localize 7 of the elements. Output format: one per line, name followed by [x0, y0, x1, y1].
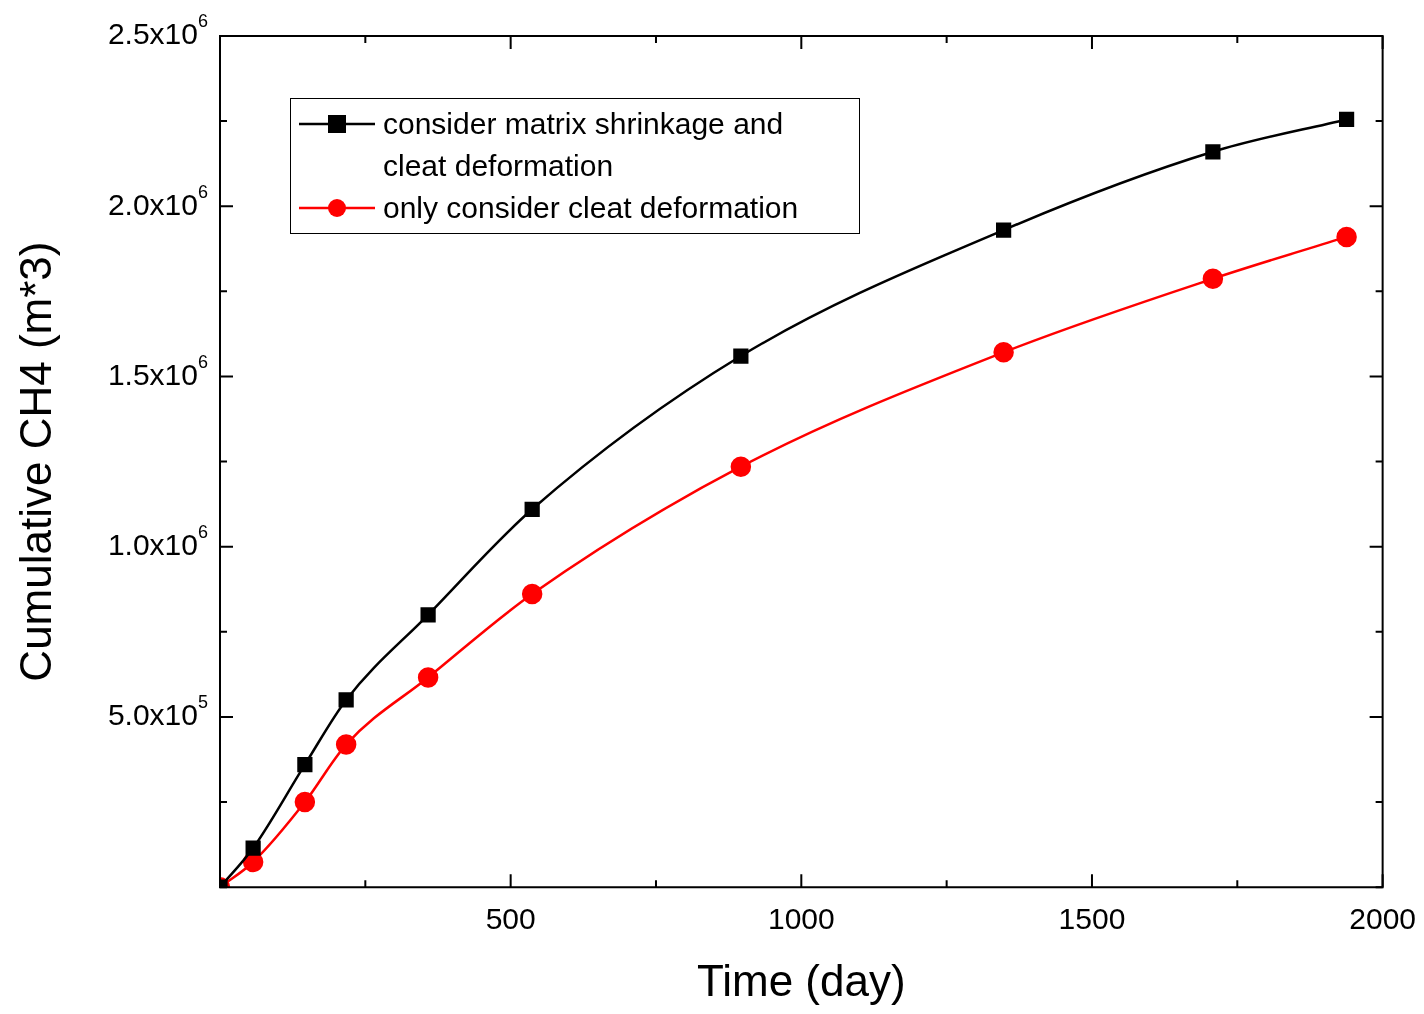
x-tick-label: 1000: [767, 902, 835, 936]
x-tick-label: 1500: [1058, 902, 1126, 936]
legend-label: only consider cleat deformation: [382, 190, 799, 226]
x-tick-label: 500: [485, 902, 536, 936]
x-tick-label: 2000: [1349, 902, 1417, 936]
y-axis-title: Cumulative CH4 (m*3): [10, 241, 60, 682]
x-axis-title: Time (day): [697, 955, 906, 1005]
